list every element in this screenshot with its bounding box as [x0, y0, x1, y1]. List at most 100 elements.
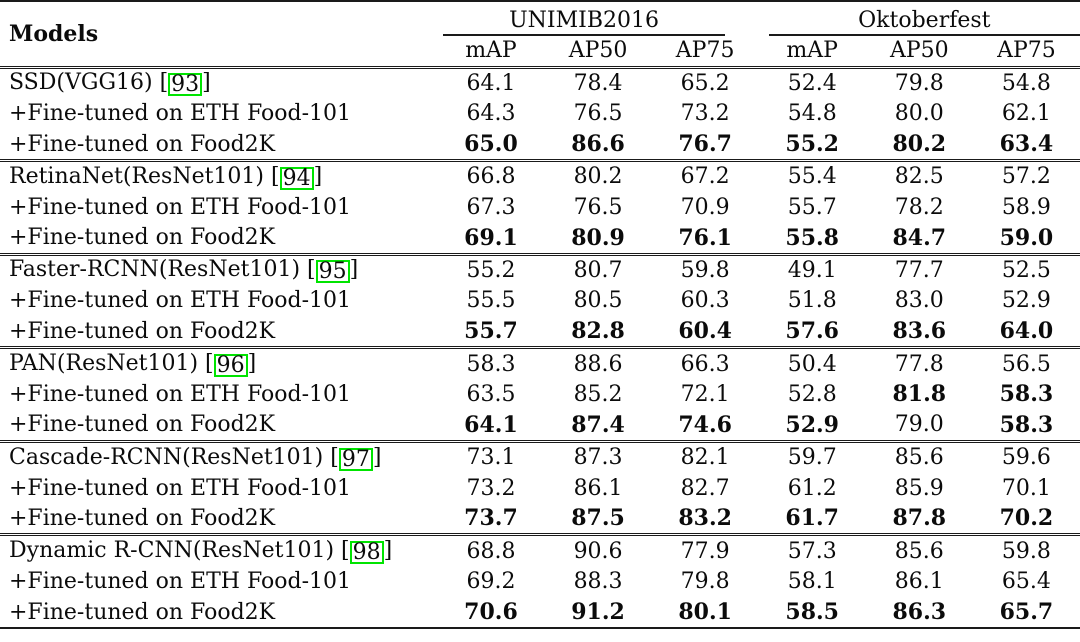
- metric-value: 60.4: [678, 318, 732, 345]
- metric-value: 52.4: [787, 70, 837, 96]
- metric-value: 77.8: [865, 346, 973, 379]
- metric-value: 86.1: [894, 569, 944, 595]
- metric-value: 68.8: [437, 533, 545, 566]
- metric-value: 82.1: [651, 439, 759, 473]
- table-row: +Fine-tuned on ETH Food-101 69.2 88.3 79.8 5…: [0, 566, 1080, 597]
- group-label-oktoberfest: Oktoberfest: [768, 8, 1080, 36]
- metric-value: 82.5: [865, 159, 973, 192]
- metric-value: 76.5: [573, 194, 623, 220]
- metric-value: 70.1: [1001, 475, 1051, 501]
- metric-value: 85.9: [894, 475, 944, 501]
- metric-value: 73.7: [464, 505, 518, 532]
- metric-value: 76.5: [573, 101, 623, 127]
- metric-value: 55.7: [464, 318, 518, 345]
- table-row: +Fine-tuned on ETH Food-101 73.2 86.1 82.7 6…: [0, 472, 1080, 503]
- table-header: Models UNIMIB2016 Oktoberfest mAP AP50 A…: [0, 1, 1080, 69]
- citation-link[interactable]: 96: [213, 354, 248, 378]
- metric-value: 59.8: [651, 252, 759, 286]
- metric-value: 64.1: [464, 411, 518, 438]
- metric-value: 85.2: [573, 381, 623, 407]
- metric-value: 58.1: [787, 569, 837, 595]
- metric-value: 62.1: [1001, 101, 1051, 127]
- metric-value: 64.0: [999, 318, 1054, 345]
- metric-value: 83.6: [892, 318, 947, 345]
- metric-value: 69.1: [464, 224, 518, 251]
- model-name-cell: +Fine-tuned on ETH Food-101: [9, 101, 352, 127]
- model-name-cell: +Fine-tuned on Food2K: [9, 412, 276, 438]
- citation-link[interactable]: 97: [338, 447, 373, 471]
- group-label-unimib2016: UNIMIB2016: [443, 8, 725, 36]
- metric-value: 80.2: [892, 131, 947, 158]
- model-name-cell: Dynamic R-CNN(ResNet101) [98]: [0, 533, 438, 566]
- metric-value: 55.8: [785, 224, 839, 251]
- metric-value: 61.2: [787, 475, 837, 501]
- metric-value: 58.5: [785, 599, 839, 626]
- table-row: RetinaNet(ResNet101) [94] 66.8 80.2 67.2 55.…: [0, 159, 1080, 192]
- metric-value: 90.6: [544, 533, 652, 566]
- model-name-cell: +Fine-tuned on Food2K: [9, 599, 276, 625]
- citation-link[interactable]: 94: [279, 166, 314, 190]
- metric-value: 60.3: [680, 288, 730, 314]
- metric-value: 88.6: [544, 346, 652, 379]
- model-name-cell: RetinaNet(ResNet101) [94]: [0, 159, 438, 192]
- model-name-cell: PAN(ResNet101) [96]: [0, 346, 438, 379]
- metric-value: 64.3: [466, 101, 516, 127]
- metric-value: 70.9: [680, 194, 730, 220]
- metric-value: 58.3: [437, 346, 545, 379]
- metric-value: 59.7: [758, 439, 866, 473]
- metric-value: 57.3: [758, 533, 866, 566]
- metric-value: 59.8: [972, 533, 1080, 566]
- table-row: SSD(VGG16) [93] 64.1 78.4 65.2 52.4 79.8 54.8: [0, 67, 1080, 98]
- metric-value: 76.7: [678, 131, 732, 158]
- metric-value: 55.4: [758, 159, 866, 192]
- metric-value: 66.3: [651, 346, 759, 379]
- citation-link[interactable]: 93: [168, 73, 203, 97]
- metric-value: 59.0: [999, 224, 1054, 251]
- table-row: +Fine-tuned on ETH Food-101 63.5 85.2 72.1 5…: [0, 379, 1080, 410]
- table-row: +Fine-tuned on Food2K 69.1 80.9 76.1 55.8 84.…: [0, 223, 1080, 254]
- model-name-cell: Cascade-RCNN(ResNet101) [97]: [0, 439, 438, 473]
- model-name-cell: +Fine-tuned on ETH Food-101: [9, 288, 352, 314]
- metric-value: 65.2: [680, 70, 730, 96]
- metric-value: 63.5: [466, 381, 516, 407]
- metric-value: 72.1: [680, 381, 730, 407]
- metric-value: 74.6: [678, 411, 732, 438]
- table-row: Dynamic R-CNN(ResNet101) [98] 68.8 90.6 77.…: [0, 533, 1080, 566]
- metric-value: 52.5: [972, 252, 1080, 286]
- table-row: +Fine-tuned on ETH Food-101 67.3 76.5 70.9 5…: [0, 192, 1080, 223]
- citation-link[interactable]: 98: [349, 541, 384, 565]
- col-header-okt-ap75: AP75: [972, 36, 1080, 69]
- table-row: PAN(ResNet101) [96] 58.3 88.6 66.3 50.4 77.8 5…: [0, 346, 1080, 379]
- metric-value: 87.8: [892, 505, 947, 532]
- metric-value: 70.6: [464, 599, 518, 626]
- metric-value: 55.7: [787, 194, 837, 220]
- metric-value: 78.4: [573, 70, 623, 96]
- group-header-oktoberfest: Oktoberfest: [759, 1, 1080, 36]
- metric-value: 83.2: [678, 505, 732, 532]
- metric-value: 85.6: [865, 439, 973, 473]
- metric-value: 82.7: [680, 475, 730, 501]
- metric-value: 50.4: [758, 346, 866, 379]
- metric-header-row: mAP AP50 AP75 mAP AP50 AP75: [0, 36, 1080, 69]
- metric-value: 80.2: [544, 159, 652, 192]
- metric-value: 73.2: [680, 101, 730, 127]
- table-row: +Fine-tuned on ETH Food-101 55.5 80.5 60.3 5…: [0, 285, 1080, 316]
- metric-value: 70.2: [999, 505, 1054, 532]
- metric-value: 86.3: [892, 599, 947, 626]
- metric-value: 79.8: [894, 70, 944, 96]
- metric-value: 67.3: [466, 194, 516, 220]
- citation-link[interactable]: 95: [315, 260, 350, 284]
- model-name-cell: +Fine-tuned on Food2K: [9, 131, 276, 157]
- metric-value: 51.8: [787, 288, 837, 314]
- metric-value: 59.6: [972, 439, 1080, 473]
- metric-value: 54.8: [787, 101, 837, 127]
- table-row: +Fine-tuned on Food2K 64.1 87.4 74.6 52.9 79.…: [0, 410, 1080, 441]
- col-header-okt-ap50: AP50: [865, 36, 973, 69]
- metric-value: 54.8: [1001, 70, 1051, 96]
- metric-value: 57.2: [972, 159, 1080, 192]
- model-name-cell: +Fine-tuned on ETH Food-101: [9, 194, 352, 220]
- metric-value: 63.4: [999, 131, 1054, 158]
- metric-value: 55.2: [785, 131, 839, 158]
